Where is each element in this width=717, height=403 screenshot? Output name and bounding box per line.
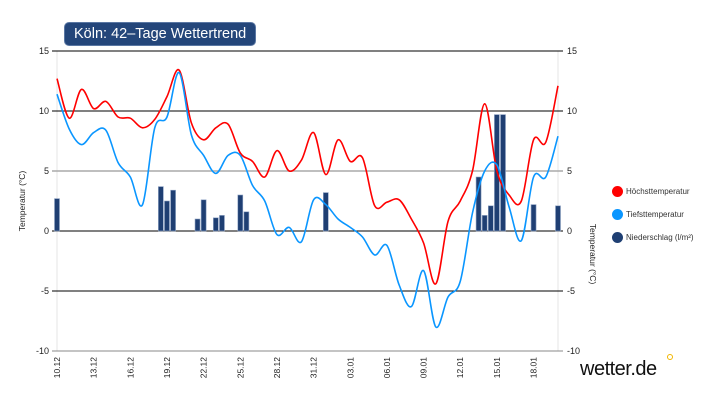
x-tick-label: 15.01: [492, 357, 502, 379]
x-tick-label: 06.01: [382, 357, 392, 379]
legend-dot-precip: [612, 232, 623, 243]
precip-bar: [213, 217, 219, 232]
y-tick-label-right: 5: [567, 166, 572, 176]
y-tick-label-left: 0: [44, 226, 49, 236]
x-tick-label: 18.01: [529, 357, 539, 379]
x-tick-label: 09.01: [419, 357, 429, 379]
y-axis-label-left: Temperatur (°C): [17, 171, 27, 232]
x-tick-label: 31.12: [309, 357, 319, 379]
x-tick-label: 28.12: [272, 357, 282, 379]
legend-dot-min: [612, 209, 623, 220]
x-tick-label: 10.12: [52, 357, 62, 379]
precip-bar: [243, 211, 250, 232]
x-tick-label: 12.01: [455, 357, 465, 379]
y-tick-label-right: 15: [567, 46, 577, 56]
wetter-de-logo: wetter.de: [580, 358, 657, 380]
chart-title: Köln: 42–Tage Wettertrend: [64, 22, 257, 46]
legend-label-max: Höchsttemperatur: [626, 187, 690, 196]
min-temp-line: [56, 71, 559, 329]
y-tick-label-left: -5: [41, 286, 49, 296]
precip-bar: [219, 215, 225, 232]
precip-bar: [323, 192, 329, 232]
y-tick-label-right: -10: [567, 346, 580, 356]
legend-label-precip: Niederschlag (l/m²): [626, 233, 694, 242]
y-tick-label-left: -10: [36, 346, 49, 356]
precip-bar: [54, 198, 60, 232]
x-tick-label: 13.12: [89, 357, 99, 379]
precip-bar: [194, 218, 201, 232]
legend-dot-max: [612, 186, 623, 197]
legend-item-precip[interactable]: Niederschlag (l/m²): [612, 232, 694, 243]
x-tick-label: 16.12: [125, 357, 135, 379]
precip-bar: [164, 200, 170, 232]
precip-bar: [555, 205, 561, 232]
precip-bar: [200, 199, 207, 232]
y-tick-label-left: 15: [39, 46, 49, 56]
legend-item-max[interactable]: Höchsttemperatur: [612, 186, 690, 197]
precip-bar: [487, 205, 494, 232]
precip-bar: [237, 194, 244, 232]
precip-bar: [170, 189, 176, 232]
precip-bar: [481, 215, 488, 232]
legend-label-min: Tiefsttemperatur: [626, 210, 684, 219]
precip-bar: [158, 186, 164, 232]
y-tick-label-left: 10: [39, 106, 49, 116]
precip-bar: [475, 176, 482, 232]
x-tick-label: 19.12: [162, 357, 172, 379]
x-tick-label: 03.01: [345, 357, 355, 379]
legend-item-min[interactable]: Tiefsttemperatur: [612, 209, 684, 220]
y-tick-label-left: 5: [44, 166, 49, 176]
precip-bar: [500, 114, 506, 232]
max-temp-line: [56, 68, 559, 285]
x-tick-label: 22.12: [199, 357, 209, 379]
x-tick-label: 25.12: [235, 357, 245, 379]
y-tick-label-right: 10: [567, 106, 577, 116]
y-axis-label-right: Temperatur (°C): [588, 224, 598, 285]
precip-bar: [530, 204, 537, 232]
y-tick-label-right: -5: [567, 286, 575, 296]
sun-icon: [667, 354, 673, 360]
y-tick-label-right: 0: [567, 226, 572, 236]
